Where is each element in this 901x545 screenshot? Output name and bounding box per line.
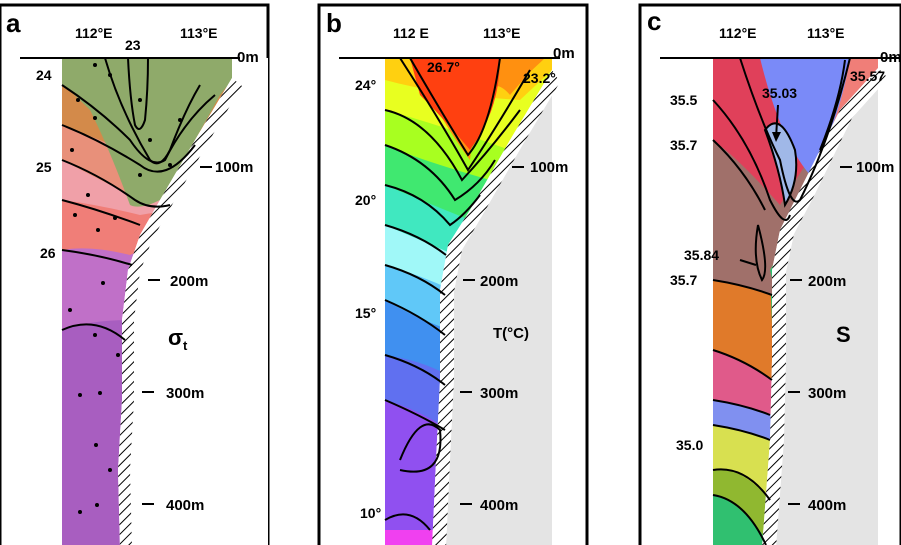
panel-b-contour-15: 15°	[355, 305, 376, 321]
panel-a-lon-113: 113°E	[180, 25, 218, 41]
panel-b-lon-113: 113°E	[483, 25, 521, 41]
panel-c: c 112°E 113°E 0m 35.03 35.57 35.5 35.7 3…	[638, 3, 901, 545]
panel-c-contour-35-5: 35.5	[670, 92, 697, 108]
panel-c-slope	[762, 68, 878, 545]
panel-c-lon-113: 113°E	[807, 25, 845, 41]
panel-b-contour-26-7: 26.7°	[427, 59, 460, 75]
panel-a-depth-100: 100m	[215, 159, 253, 176]
panel-a-depth-200: 200m	[170, 273, 208, 290]
panel-c-depth-200: 200m	[808, 273, 846, 290]
panel-b-depth-200: 200m	[480, 273, 518, 290]
panel-a-contour-24: 24	[36, 67, 52, 83]
panel-b-slope	[432, 70, 552, 545]
panel-a-lon-112: 112°E	[75, 25, 113, 41]
panel-a-variable-sub: t	[183, 338, 188, 353]
panel-b-contour-24: 24°	[355, 77, 376, 93]
panel-c-contours	[712, 57, 851, 545]
panel-c-variable: S	[836, 322, 851, 347]
panel-c-hatch	[762, 68, 888, 545]
panel-b-contour-10: 10°	[360, 505, 381, 521]
panel-b-contour-20: 20°	[355, 192, 376, 208]
panel-c-depth-300: 300m	[808, 385, 846, 402]
panel-a-contour-23: 23	[125, 37, 141, 53]
panel-a-depth-400: 400m	[166, 497, 204, 514]
panel-c-frame	[638, 3, 901, 545]
panel-b-frame	[317, 3, 589, 545]
panel-a-depth-300: 300m	[166, 385, 204, 402]
panel-b: b 112 E 113°E 0m 26.7° 23.2° 24° 20° 15°…	[317, 3, 589, 545]
panel-c-lon-112: 112°E	[719, 25, 757, 41]
panel-b-depth-0: 0m	[553, 45, 575, 62]
panel-b-depth-300: 300m	[480, 385, 518, 402]
panel-c-contour-35-57: 35.57	[850, 68, 885, 84]
panel-a-variable: σ	[168, 325, 183, 350]
panel-c-depth-100: 100m	[856, 159, 894, 176]
panel-b-hatch	[432, 70, 560, 545]
panel-b-depth-400: 400m	[480, 497, 518, 514]
panel-a-depth-0: 0m	[237, 49, 259, 66]
panel-c-contour-35-84: 35.84	[684, 247, 719, 263]
panel-a-hatch	[118, 78, 242, 545]
panel-c-contour-35-03: 35.03	[762, 85, 797, 101]
panel-b-lon-112: 112 E	[393, 25, 429, 41]
panel-a-slope	[118, 58, 268, 545]
panel-c-depth-0: 0m	[880, 49, 901, 66]
panel-c-contour-35-0: 35.0	[676, 437, 703, 453]
panel-b-letter: b	[326, 8, 342, 38]
panel-c-contour-35-7-lower: 35.7	[670, 272, 697, 288]
panel-c-depth-400: 400m	[808, 497, 846, 514]
panel-b-depth-100: 100m	[530, 159, 568, 176]
panel-a-contour-25: 25	[36, 159, 52, 175]
panel-a-letter: a	[6, 8, 21, 38]
panel-c-contour-35-7-upper: 35.7	[670, 137, 697, 153]
panel-b-variable: T(°C)	[493, 325, 529, 342]
panel-c-letter: c	[647, 6, 661, 36]
panel-a-contours	[61, 57, 216, 341]
panel-b-contours	[384, 57, 531, 531]
panel-a-contour-26: 26	[40, 245, 56, 261]
panel-a: a 112°E 113°E 23 24 25 26 0m 100m 200m 3…	[0, 3, 270, 545]
panel-a-dots	[68, 63, 182, 514]
panel-b-contour-23-2: 23.2°	[523, 70, 556, 86]
